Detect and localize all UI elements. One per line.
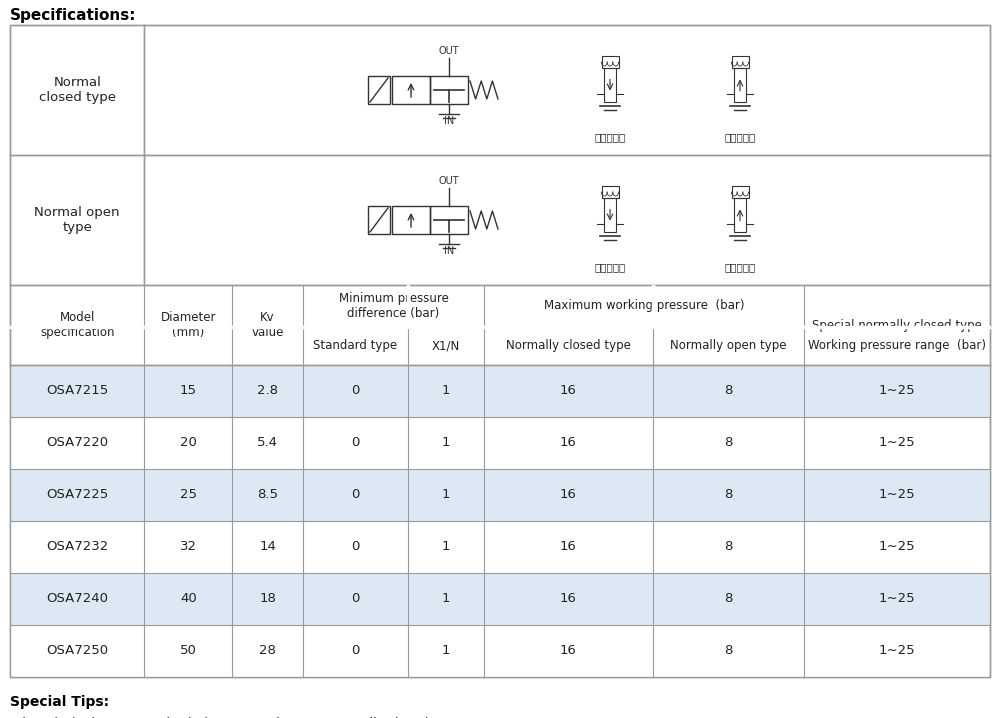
Text: 2.8: 2.8 (257, 385, 278, 398)
Text: IN: IN (444, 246, 454, 256)
Text: 16: 16 (560, 385, 577, 398)
Bar (392, 206, 430, 234)
Text: 0: 0 (351, 385, 359, 398)
Bar (732, 186, 748, 198)
Text: 8: 8 (724, 592, 733, 605)
Text: Normal open
type: Normal open type (34, 206, 120, 234)
Text: 1∼25: 1∼25 (879, 437, 915, 449)
Text: 断电时阀开: 断电时阀开 (594, 262, 626, 272)
Text: 通电时阀关: 通电时阀关 (724, 262, 756, 272)
Text: 16: 16 (560, 592, 577, 605)
Bar (11, 417, 989, 469)
Bar (602, 186, 618, 198)
Text: 8: 8 (724, 437, 733, 449)
Text: X1/N: X1/N (432, 340, 460, 353)
Text: 断电时阀关: 断电时阀关 (594, 132, 626, 142)
Text: Maximum working pressure  (bar): Maximum working pressure (bar) (544, 299, 744, 312)
Bar (368, 76, 390, 104)
Text: 8.5: 8.5 (257, 488, 278, 501)
Text: 16: 16 (560, 541, 577, 554)
Text: 1: 1 (442, 385, 450, 398)
Text: Special normally closed type: Special normally closed type (812, 319, 982, 332)
Text: 5.4: 5.4 (257, 437, 278, 449)
Text: 50: 50 (180, 645, 197, 658)
Bar (430, 76, 468, 104)
Bar (392, 76, 430, 104)
Text: OUT: OUT (439, 176, 459, 186)
Text: Special Tips:: Special Tips: (10, 695, 109, 709)
Text: 25: 25 (180, 488, 197, 501)
Text: 0: 0 (351, 645, 359, 658)
Text: 20: 20 (180, 437, 197, 449)
Text: OSA7232: OSA7232 (46, 541, 108, 554)
Text: OSA7220: OSA7220 (46, 437, 108, 449)
Text: 0: 0 (351, 488, 359, 501)
Text: Normal
closed type: Normal closed type (39, 76, 116, 104)
Text: 28: 28 (259, 645, 276, 658)
Text: 14: 14 (259, 541, 276, 554)
Text: OSA7240: OSA7240 (46, 592, 108, 605)
Text: Normally closed type: Normally closed type (506, 340, 631, 353)
Text: 1: 1 (442, 645, 450, 658)
Text: 18: 18 (259, 592, 276, 605)
Bar (732, 56, 748, 68)
Text: When designing a control solution, try to choose a normally closed type.: When designing a control solution, try t… (10, 717, 464, 718)
Bar (734, 198, 746, 232)
Text: Specifications:: Specifications: (10, 8, 136, 23)
Text: 32: 32 (180, 541, 197, 554)
Text: 8: 8 (724, 385, 733, 398)
Text: 16: 16 (560, 437, 577, 449)
Text: Kv
value: Kv value (251, 311, 284, 339)
Text: 1∼25: 1∼25 (879, 385, 915, 398)
Text: 1∼25: 1∼25 (879, 541, 915, 554)
Text: 1∼25: 1∼25 (879, 592, 915, 605)
Text: Standard type: Standard type (313, 340, 397, 353)
Text: 0: 0 (351, 541, 359, 554)
Bar (430, 206, 468, 234)
Text: OSA7225: OSA7225 (46, 488, 108, 501)
Text: 通电时阀开: 通电时阀开 (724, 132, 756, 142)
Text: 0: 0 (351, 592, 359, 605)
Text: 40: 40 (180, 592, 197, 605)
Text: Model
specification: Model specification (40, 311, 114, 339)
Text: Minimum pressure
difference (bar): Minimum pressure difference (bar) (339, 292, 448, 320)
Text: 8: 8 (724, 645, 733, 658)
Text: 15: 15 (180, 385, 197, 398)
Bar (604, 198, 616, 232)
Text: 0: 0 (351, 437, 359, 449)
Text: OUT: OUT (439, 46, 459, 56)
Text: 8: 8 (724, 488, 733, 501)
Bar (604, 68, 616, 102)
Text: IN: IN (444, 116, 454, 126)
Text: 1: 1 (442, 488, 450, 501)
Bar (11, 470, 989, 521)
Text: 1: 1 (442, 592, 450, 605)
Text: 8: 8 (724, 541, 733, 554)
Text: OSA7250: OSA7250 (46, 645, 108, 658)
Text: OSA7215: OSA7215 (46, 385, 108, 398)
Text: 16: 16 (560, 645, 577, 658)
Text: 1∼25: 1∼25 (879, 645, 915, 658)
Text: 1∼25: 1∼25 (879, 488, 915, 501)
Text: Working pressure range  (bar): Working pressure range (bar) (808, 340, 986, 353)
Text: 16: 16 (560, 488, 577, 501)
Bar (11, 521, 989, 572)
Bar (368, 206, 390, 234)
Bar (11, 574, 989, 625)
Text: Diameter
(mm): Diameter (mm) (161, 311, 216, 339)
Text: Normally open type: Normally open type (670, 340, 787, 353)
Text: 1: 1 (442, 437, 450, 449)
Bar (602, 56, 618, 68)
Bar (734, 68, 746, 102)
Text: 1: 1 (442, 541, 450, 554)
Bar (11, 625, 989, 676)
Bar (11, 365, 989, 416)
